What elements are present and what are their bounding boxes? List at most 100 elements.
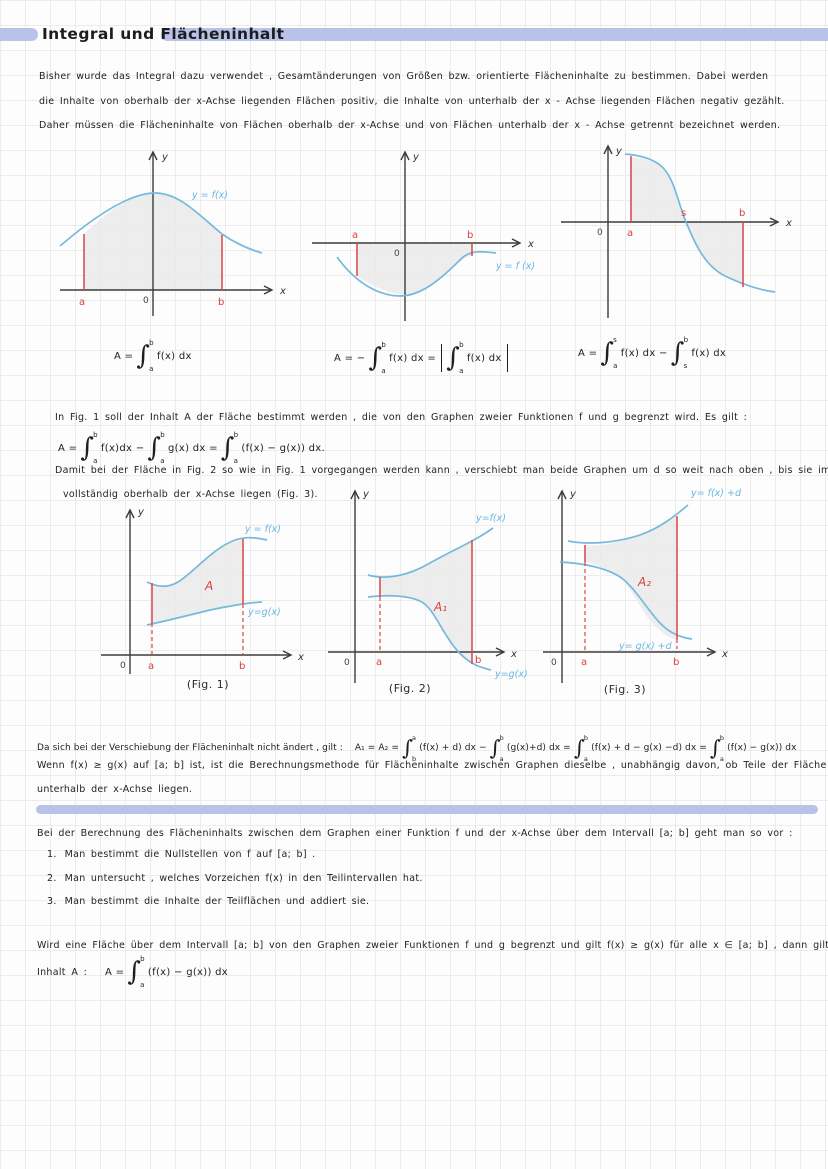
origin-label: 0	[143, 296, 149, 306]
a-label: a	[148, 661, 154, 672]
step-number: 3.	[47, 896, 57, 907]
y-axis-arrow	[148, 150, 158, 161]
shaded-area	[585, 516, 677, 640]
a-label: a	[581, 657, 587, 668]
s-label: s	[681, 208, 686, 219]
integral-sign: ∫	[709, 736, 721, 760]
y-axis-label: y	[161, 152, 169, 163]
origin-label: 0	[120, 661, 126, 671]
x-axis-label: x	[279, 286, 286, 297]
b-label: b	[475, 655, 481, 666]
upper-curve-f	[367, 527, 494, 578]
integral-sign: ∫	[670, 338, 685, 368]
b-label: b	[239, 661, 245, 672]
list-item: 3. Man bestimmt die Inhalte der Teilfläc…	[47, 896, 369, 907]
integral-lower-limit: a	[499, 754, 504, 763]
formula-final: A = ∫ b a (f(x) − g(x)) dx	[103, 952, 230, 992]
b-label: b	[218, 297, 224, 308]
step-text: Man untersucht , welches Vorzeichen f(x)…	[64, 873, 423, 884]
integral-upper-limit: s	[613, 336, 618, 344]
integral: ∫ b a	[490, 733, 504, 764]
final-label: Inhalt A :	[37, 967, 88, 978]
integral-sign: ∫	[136, 341, 151, 371]
x-axis-arrow	[511, 238, 522, 248]
integral-sign: ∫	[147, 433, 162, 463]
integral-upper-limit: b	[499, 733, 504, 742]
a-label: a	[352, 230, 358, 241]
integral-upper-limit: b	[233, 431, 239, 439]
integral-lower-limit: a	[233, 457, 239, 465]
graph-area-above-axis: y x 0 a b y = f(x)	[59, 150, 286, 316]
steps-intro: Bei der Berechnung des Flächeninhalts zw…	[37, 828, 793, 839]
integral: ∫ b a	[147, 430, 165, 466]
curve-label: y = f(x)	[191, 190, 228, 201]
origin-label: 0	[394, 249, 400, 259]
section-divider	[36, 805, 818, 814]
integral-lower-limit: a	[381, 367, 386, 375]
formula-3: A = ∫ s a f(x) dx − ∫ b s f(x) dx	[576, 333, 728, 373]
formula-text: (f(x) + d) dx −	[419, 743, 487, 753]
formula-text: (f(x) + d − g(x) −d) dx =	[591, 743, 707, 753]
mid-line-1: In Fig. 1 soll der Inhalt A der Fläche b…	[55, 412, 748, 423]
title-highlight-right	[161, 28, 828, 41]
fig2-graph: y x 0 a b A₁ y=f(x) y=g(x)	[328, 489, 528, 683]
integral-upper-limit: b	[583, 733, 589, 742]
integral-sign: ∫	[220, 433, 235, 463]
integral-upper-limit: b	[149, 339, 154, 347]
integral-sign: ∫	[80, 433, 95, 463]
shaded-area	[152, 539, 243, 623]
shift-line-formula: Da sich bei der Verschiebung der Flächen…	[37, 728, 799, 768]
integral-lower-limit: a	[149, 365, 154, 373]
shaded-area	[357, 243, 472, 295]
integral: ∫ b a	[136, 338, 154, 374]
formula-text: A =	[114, 350, 134, 362]
formula-text: f(x) dx	[466, 352, 502, 364]
upper-curve-f	[146, 536, 268, 587]
integral-lower-limit: a	[160, 457, 165, 465]
integral: ∫ b a	[80, 430, 98, 466]
formula-text: A =	[58, 442, 78, 454]
integral-upper-limit: a	[412, 733, 417, 742]
integral-lower-limit: b	[412, 754, 417, 763]
y-axis-arrow	[557, 489, 567, 500]
upper-curve-label: y= f(x) +d	[690, 488, 742, 499]
function-curve	[336, 250, 497, 297]
lower-curve-label: y= g(x) +d	[618, 641, 673, 652]
integral: ∫ b a	[221, 430, 239, 466]
integral-sign: ∫	[573, 736, 585, 760]
b-label: b	[739, 208, 745, 219]
formula-1: A = ∫ b a f(x) dx	[112, 336, 194, 376]
list-item: 1. Man bestimmt die Nullstellen von f au…	[47, 849, 315, 860]
formula-text: (f(x) − g(x)) dx	[147, 966, 229, 978]
formula-mid: A = ∫ b a f(x)dx − ∫ b a g(x) dx = ∫ b a (f(x)…	[56, 428, 327, 468]
area-label: A₁	[433, 600, 447, 614]
x-axis-label: x	[721, 649, 728, 660]
integral-sign: ∫	[401, 736, 414, 760]
x-axis-label: x	[785, 218, 792, 229]
integral-lower-limit: s	[683, 362, 688, 370]
x-axis-label: x	[297, 652, 304, 663]
integral-sign: ∫	[127, 957, 142, 987]
integral: ∫ b a	[574, 733, 588, 764]
integral: ∫ b a	[446, 340, 464, 376]
page-title: Integral und Flächeninhalt	[42, 25, 285, 43]
x-axis-label: x	[510, 649, 517, 660]
step-text: Man bestimmt die Nullstellen von f auf […	[64, 849, 316, 860]
formula-text: (g(x)+d) dx =	[506, 743, 571, 753]
fig3-graph: y x 0 a b A₂ y= f(x) +d y= g(x) +d	[543, 488, 742, 683]
integral-upper-limit: b	[160, 431, 165, 439]
formula-text: (f(x) − g(x)) dx	[727, 743, 797, 753]
shaded-area	[380, 540, 472, 664]
origin-label: 0	[597, 228, 603, 238]
integral: ∫ b a	[127, 954, 145, 990]
step-number: 1.	[47, 849, 57, 860]
lower-curve-label: y=g(x)	[247, 607, 281, 618]
integral-upper-limit: b	[683, 336, 689, 344]
integral-upper-limit: b	[719, 733, 725, 742]
integral-lower-limit: a	[140, 981, 145, 989]
x-axis-arrow	[706, 647, 717, 657]
x-axis-label: x	[527, 239, 534, 250]
origin-label: 0	[344, 658, 350, 668]
formula-text: A₁ = A₂ =	[354, 743, 399, 753]
area-label: A	[204, 579, 213, 593]
